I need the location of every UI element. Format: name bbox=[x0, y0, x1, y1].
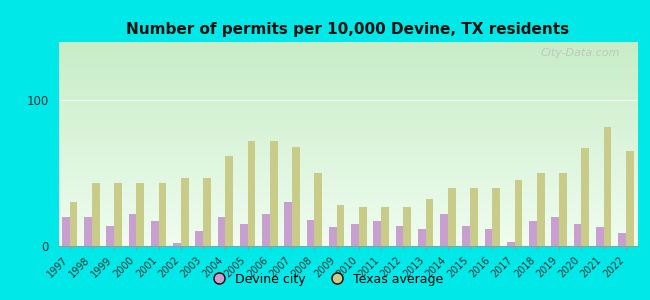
Bar bbox=[173, 243, 181, 246]
Bar bbox=[559, 173, 567, 246]
Bar bbox=[62, 217, 70, 246]
Bar bbox=[604, 127, 612, 246]
Bar bbox=[626, 151, 634, 246]
Bar bbox=[240, 224, 248, 246]
Bar bbox=[315, 173, 322, 246]
Bar bbox=[248, 141, 255, 246]
Bar bbox=[426, 200, 434, 246]
Bar bbox=[129, 214, 136, 246]
Bar bbox=[440, 214, 448, 246]
Title: Number of permits per 10,000 Devine, TX residents: Number of permits per 10,000 Devine, TX … bbox=[126, 22, 569, 37]
Bar bbox=[359, 207, 367, 246]
Bar bbox=[203, 178, 211, 246]
Bar bbox=[226, 156, 233, 246]
Bar bbox=[448, 188, 456, 246]
Bar bbox=[529, 221, 537, 246]
Legend: Devine city, Texas average: Devine city, Texas average bbox=[202, 268, 448, 291]
Bar bbox=[284, 202, 292, 246]
Bar bbox=[196, 231, 203, 246]
Bar bbox=[373, 221, 381, 246]
Bar bbox=[107, 226, 114, 246]
Bar bbox=[537, 173, 545, 246]
Bar bbox=[218, 217, 226, 246]
Bar bbox=[292, 147, 300, 246]
Bar bbox=[573, 224, 581, 246]
Bar bbox=[270, 141, 278, 246]
Bar bbox=[151, 221, 159, 246]
Bar bbox=[404, 207, 411, 246]
Bar bbox=[470, 188, 478, 246]
Bar bbox=[396, 226, 404, 246]
Bar bbox=[92, 183, 99, 246]
Bar bbox=[84, 217, 92, 246]
Bar bbox=[418, 229, 426, 246]
Bar bbox=[70, 202, 77, 246]
Bar bbox=[114, 183, 122, 246]
Bar bbox=[596, 227, 604, 246]
Bar bbox=[337, 205, 344, 246]
Bar bbox=[581, 148, 589, 246]
Bar bbox=[181, 178, 188, 246]
Bar bbox=[462, 226, 470, 246]
Bar bbox=[493, 188, 500, 246]
Bar bbox=[307, 220, 315, 246]
Bar bbox=[515, 180, 523, 246]
Bar bbox=[351, 224, 359, 246]
Bar bbox=[551, 217, 559, 246]
Bar bbox=[618, 233, 626, 246]
Bar bbox=[329, 227, 337, 246]
Text: City-Data.com: City-Data.com bbox=[540, 48, 619, 58]
Bar bbox=[381, 207, 389, 246]
Bar bbox=[262, 214, 270, 246]
Bar bbox=[136, 183, 144, 246]
Bar bbox=[159, 183, 166, 246]
Bar bbox=[485, 229, 493, 246]
Bar bbox=[507, 242, 515, 246]
